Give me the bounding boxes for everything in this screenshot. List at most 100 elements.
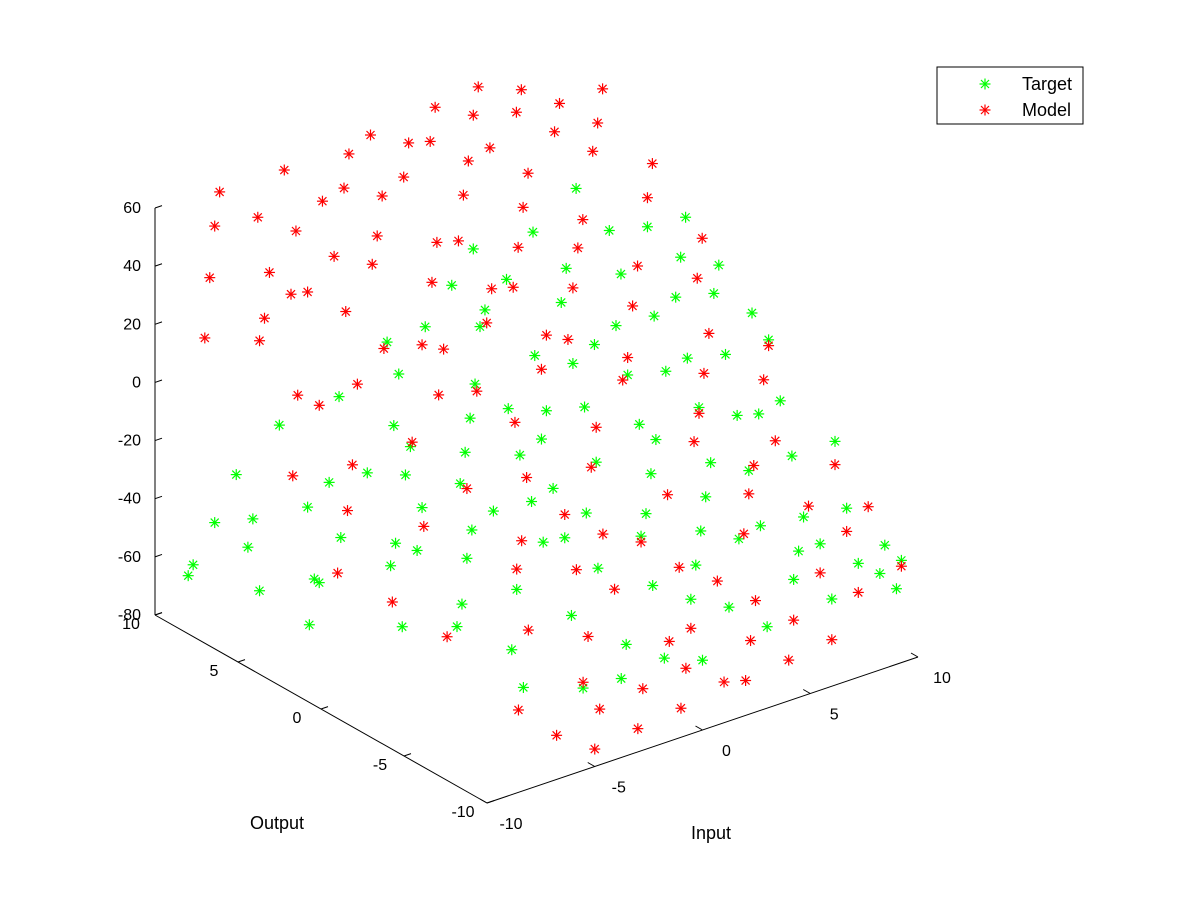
input-tick-label: 10 xyxy=(933,670,951,687)
target-point xyxy=(675,251,687,263)
target-point xyxy=(705,457,717,469)
legend-marker-target-icon xyxy=(979,78,991,90)
target-point xyxy=(788,573,800,585)
model-point xyxy=(285,288,297,300)
target-point xyxy=(814,538,826,550)
model-point xyxy=(376,190,388,202)
model-point xyxy=(522,624,534,636)
target-point xyxy=(685,593,697,605)
model-point xyxy=(214,186,226,198)
model-point xyxy=(632,260,644,272)
z-tick-label: -60 xyxy=(118,549,141,566)
model-point xyxy=(641,192,653,204)
legend-box xyxy=(936,66,1084,125)
input-axis-ticks: -10 -5 0 5 10 xyxy=(479,652,951,833)
model-point xyxy=(698,367,710,379)
model-point xyxy=(783,654,795,666)
target-point xyxy=(890,583,902,595)
model-point xyxy=(589,743,601,755)
model-point xyxy=(517,201,529,213)
model-point xyxy=(431,236,443,248)
model-point xyxy=(895,560,907,572)
target-point xyxy=(459,446,471,458)
target-point xyxy=(567,357,579,369)
model-point xyxy=(209,220,221,232)
model-point xyxy=(685,622,697,634)
model-point xyxy=(646,158,658,170)
model-point xyxy=(803,500,814,512)
model-point xyxy=(632,723,644,735)
model-point xyxy=(597,83,609,95)
model-point xyxy=(199,332,211,344)
model-point xyxy=(572,242,584,254)
model-point xyxy=(457,189,469,201)
target-point xyxy=(333,391,345,403)
model-point xyxy=(278,164,290,176)
legend-marker-target xyxy=(979,78,991,90)
model-point xyxy=(627,300,639,312)
model-point xyxy=(328,250,340,262)
target-point xyxy=(537,536,549,548)
model-point xyxy=(512,241,524,253)
target-point xyxy=(547,482,559,494)
target-point xyxy=(641,221,653,233)
model-point xyxy=(829,459,841,471)
target-point xyxy=(323,476,335,488)
target-point xyxy=(841,502,853,514)
model-point xyxy=(622,352,634,364)
input-tick-mark xyxy=(479,798,488,804)
model-point xyxy=(481,317,493,329)
z-tick-mark xyxy=(154,321,163,325)
target-point xyxy=(560,262,572,274)
target-point xyxy=(559,532,571,544)
model-point xyxy=(252,211,264,223)
target-point xyxy=(446,279,458,291)
model-point xyxy=(590,421,602,433)
target-point xyxy=(588,339,600,351)
model-point xyxy=(522,167,534,179)
model-point xyxy=(711,575,723,587)
input-tick-label: -5 xyxy=(612,780,626,797)
model-point xyxy=(438,343,450,355)
target-point xyxy=(746,307,758,319)
model-point xyxy=(467,109,479,121)
target-point xyxy=(700,491,712,503)
model-point xyxy=(688,436,700,448)
model-point xyxy=(582,630,594,642)
target-point xyxy=(723,601,735,613)
target-point xyxy=(487,505,499,517)
model-point xyxy=(559,509,571,521)
target-point xyxy=(708,287,720,299)
model-point xyxy=(302,286,314,298)
model-point xyxy=(554,97,565,109)
target-point xyxy=(670,291,682,303)
target-point xyxy=(302,501,314,513)
legend-label-target: Target xyxy=(1022,74,1072,94)
model-point xyxy=(378,343,390,355)
model-point xyxy=(662,489,674,501)
model-point xyxy=(486,283,498,295)
target-point xyxy=(390,537,402,549)
z-tick-label: -40 xyxy=(118,491,141,508)
target-point xyxy=(852,557,864,569)
target-point xyxy=(879,539,891,551)
target-point xyxy=(555,296,567,308)
model-point xyxy=(718,676,730,688)
target-point xyxy=(399,469,411,481)
model-point xyxy=(862,501,874,513)
output-tick-label: 5 xyxy=(210,663,219,680)
model-point xyxy=(549,126,561,138)
target-point xyxy=(713,259,725,271)
output-tick-label: 10 xyxy=(122,616,140,633)
target-point xyxy=(393,368,405,380)
model-point xyxy=(371,230,383,242)
model-point xyxy=(673,561,685,573)
model-point xyxy=(366,258,378,270)
model-point xyxy=(635,536,647,548)
data-points xyxy=(182,81,907,755)
target-point xyxy=(388,420,400,432)
input-tick-label: 0 xyxy=(722,743,731,760)
model-point xyxy=(748,460,760,472)
target-point xyxy=(660,365,672,377)
model-point xyxy=(696,232,708,244)
